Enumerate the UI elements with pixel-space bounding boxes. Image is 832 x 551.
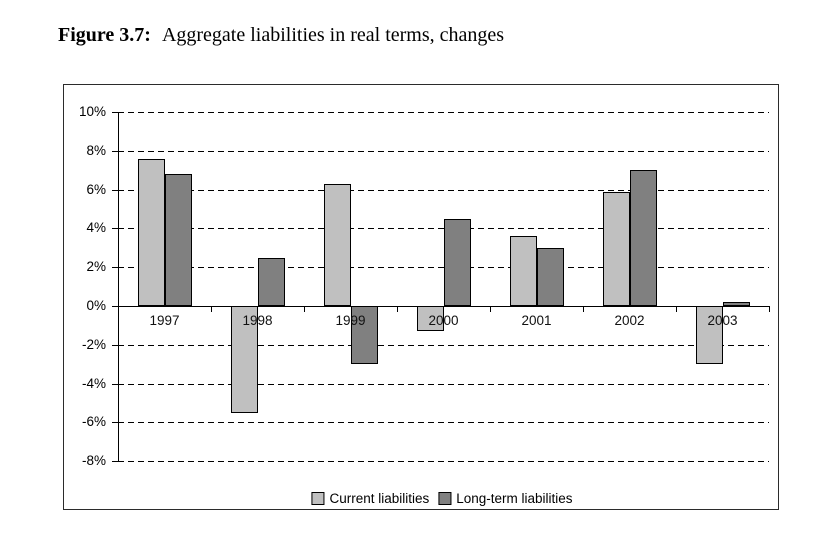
bar-long-term-liabilities-1998 xyxy=(257,257,285,306)
category-label-1998: 1998 xyxy=(242,313,273,328)
gridline-6% xyxy=(118,189,769,191)
bar-current-liabilities-1999 xyxy=(323,183,351,306)
x-axis-tick xyxy=(769,306,770,312)
y-tick-label: -6% xyxy=(81,414,106,430)
legend-swatch-current-liabilities xyxy=(311,492,325,505)
y-axis-tick xyxy=(112,422,118,424)
legend-item-current-liabilities: Current liabilities xyxy=(311,491,429,506)
y-axis-tick xyxy=(112,461,118,463)
gridline--8% xyxy=(118,461,769,463)
gridline--4% xyxy=(118,383,769,385)
x-axis-tick xyxy=(676,306,677,312)
category-label-1999: 1999 xyxy=(335,313,366,328)
bar-long-term-liabilities-2002 xyxy=(629,170,657,306)
bar-long-term-liabilities-2003 xyxy=(722,302,750,306)
x-axis-tick xyxy=(118,306,119,312)
legend: Current liabilities Long-term liabilities xyxy=(311,491,573,506)
bar-current-liabilities-2001 xyxy=(509,236,537,306)
y-tick-label: 2% xyxy=(86,259,106,275)
legend-label: Long-term liabilities xyxy=(456,491,573,506)
x-axis-tick xyxy=(583,306,584,312)
category-label-2003: 2003 xyxy=(707,313,738,328)
y-tick-label: -4% xyxy=(81,375,106,391)
figure-title: Figure 3.7: Aggregate liabilities in rea… xyxy=(58,24,504,47)
gridline-10% xyxy=(118,112,769,113)
x-axis-tick xyxy=(490,306,491,312)
y-axis-tick xyxy=(112,150,118,152)
x-axis-line xyxy=(118,306,769,307)
gridline-8% xyxy=(118,150,769,152)
y-axis-tick xyxy=(112,383,118,385)
y-axis-tick xyxy=(112,344,118,346)
y-tick-label: 8% xyxy=(86,142,106,158)
plot-area: 10% 8% 6% 4% 2% 0% -2% -4% -6% -8% 1997 1998 1999 200… xyxy=(64,85,778,509)
category-label-2001: 2001 xyxy=(521,313,552,328)
x-axis-tick xyxy=(397,306,398,312)
bar-current-liabilities-2003 xyxy=(695,306,723,365)
y-tick-label: 10% xyxy=(78,104,106,119)
y-tick-label: 6% xyxy=(86,181,106,197)
category-label-2000: 2000 xyxy=(428,313,459,328)
x-axis-tick xyxy=(304,306,305,312)
bar-current-liabilities-1997 xyxy=(137,158,165,306)
y-tick-label: 4% xyxy=(86,220,106,236)
y-axis-tick xyxy=(112,112,118,113)
chart-frame: 10% 8% 6% 4% 2% 0% -2% -4% -6% -8% 1997 1998 1999 200… xyxy=(63,84,779,510)
bar-current-liabilities-2000 xyxy=(416,306,444,332)
figure-number-label: Figure 3.7: xyxy=(58,24,151,46)
y-axis-tick xyxy=(112,306,118,307)
bar-current-liabilities-2002 xyxy=(602,191,630,306)
y-axis-tick xyxy=(112,267,118,269)
y-tick-label: -2% xyxy=(81,336,106,352)
y-axis-tick xyxy=(112,189,118,191)
bar-long-term-liabilities-2000 xyxy=(443,218,471,306)
gridline--6% xyxy=(118,422,769,424)
y-tick-label: 0% xyxy=(86,298,106,313)
bar-long-term-liabilities-1997 xyxy=(164,174,192,306)
figure-caption: Aggregate liabilities in real terms, cha… xyxy=(161,24,505,46)
y-tick-label: -8% xyxy=(81,453,106,469)
legend-swatch-long-term-liabilities xyxy=(438,492,452,505)
category-label-1997: 1997 xyxy=(149,313,180,328)
gridline--2% xyxy=(118,344,769,346)
bar-current-liabilities-1998 xyxy=(230,306,258,413)
y-axis-tick xyxy=(112,228,118,230)
bar-long-term-liabilities-2001 xyxy=(536,247,564,306)
category-label-2002: 2002 xyxy=(614,313,645,328)
y-axis-line xyxy=(118,112,119,462)
x-axis-tick xyxy=(211,306,212,312)
legend-label: Current liabilities xyxy=(329,491,430,506)
legend-item-long-term-liabilities: Long-term liabilities xyxy=(438,491,573,506)
